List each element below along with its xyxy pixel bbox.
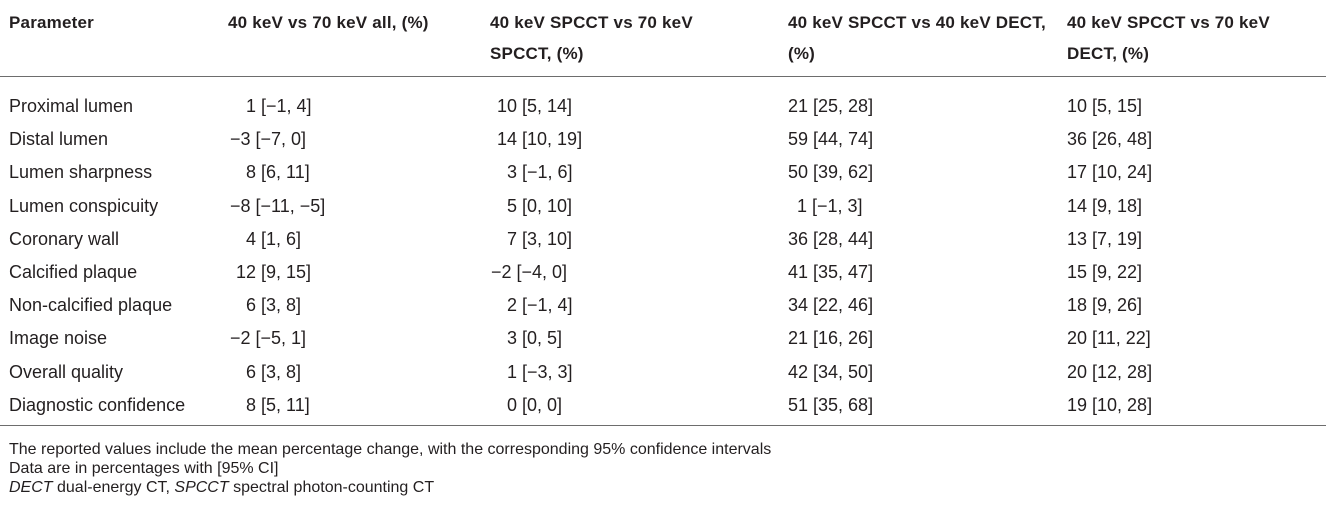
- cell-value: 7 [3, 10]: [507, 228, 573, 249]
- abbr-spcct-definition: spectral photon-counting CT: [228, 479, 435, 496]
- table-footnotes: The reported values include the mean per…: [9, 440, 771, 497]
- cell-value: 15 [9, 22]: [1067, 261, 1143, 282]
- cell-value: 21 [25, 28]: [788, 96, 874, 116]
- table-row: Proximal lumen 1 [−1, 4] 10 [5, 14] 21 […: [0, 90, 1326, 123]
- cell-value: 20 [11, 22]: [1067, 328, 1151, 349]
- cell-value: 8 [5, 11]: [246, 394, 310, 415]
- results-table: Parameter 40 keV vs 70 keV all, (%) 40 k…: [0, 0, 1326, 496]
- cell-parameter: Coronary wall: [9, 228, 120, 249]
- header-spcct-40-vs-dect-40: 40 keV SPCCT vs 40 keV DECT, (%): [788, 13, 1046, 63]
- cell-parameter: Image noise: [9, 328, 108, 349]
- cell-value: 41 [35, 47]: [788, 261, 874, 282]
- footnote-mean-change: The reported values include the mean per…: [9, 441, 772, 458]
- cell-value: 20 [12, 28]: [1067, 361, 1153, 382]
- cell-value: −3 [−7, 0]: [230, 129, 307, 150]
- cell-value: 50 [39, 62]: [788, 162, 874, 183]
- cell-parameter: Proximal lumen: [9, 96, 134, 116]
- table-body: Proximal lumen 1 [−1, 4] 10 [5, 14] 21 […: [0, 90, 1326, 422]
- cell-value: 1 [−1, 3]: [797, 195, 863, 216]
- table-row: Lumen sharpness 8 [6, 11] 3 [−1, 6] 50 […: [0, 156, 1326, 189]
- cell-value: 10 [5, 15]: [1067, 96, 1143, 116]
- cell-value: 3 [0, 5]: [507, 328, 563, 349]
- cell-value: 34 [22, 46]: [788, 295, 874, 316]
- table-row: Overall quality 6 [3, 8] 1 [−3, 3] 42 [3…: [0, 356, 1326, 389]
- cell-value: −8 [−11, −5]: [230, 195, 326, 216]
- cell-value: 14 [10, 19]: [497, 129, 583, 150]
- table-row: Distal lumen −3 [−7, 0] 14 [10, 19] 59 […: [0, 123, 1326, 156]
- cell-value: 0 [0, 0]: [507, 394, 563, 415]
- cell-value: 17 [10, 24]: [1067, 162, 1153, 183]
- abbr-dect-definition: dual-energy CT,: [52, 479, 175, 496]
- cell-value: 5 [0, 10]: [507, 195, 573, 216]
- table-row: Diagnostic confidence 8 [5, 11] 0 [0, 0]…: [0, 389, 1326, 422]
- cell-parameter: Calcified plaque: [9, 261, 138, 282]
- cell-value: −2 [−5, 1]: [230, 328, 307, 349]
- table-row: Coronary wall 4 [1, 6] 7 [3, 10] 36 [28,…: [0, 223, 1326, 256]
- header-parameter: Parameter: [9, 13, 94, 32]
- abbr-dect-term: DECT: [9, 479, 53, 496]
- cell-value: 18 [9, 26]: [1067, 295, 1143, 316]
- cell-parameter: Non-calcified plaque: [9, 295, 173, 316]
- cell-value: 21 [16, 26]: [788, 328, 874, 349]
- cell-value: 4 [1, 6]: [246, 228, 302, 249]
- header-40kev-vs-70kev-all: 40 keV vs 70 keV all, (%): [228, 13, 429, 32]
- cell-value: 10 [5, 14]: [497, 96, 573, 116]
- cell-value: −2 [−4, 0]: [491, 261, 568, 282]
- cell-parameter: Distal lumen: [9, 129, 109, 150]
- cell-value: 2 [−1, 4]: [507, 295, 573, 316]
- cell-parameter: Lumen sharpness: [9, 162, 153, 183]
- cell-value: 1 [−1, 4]: [246, 96, 312, 116]
- cell-value: 3 [−1, 6]: [507, 162, 573, 183]
- table-row: Image noise −2 [−5, 1] 3 [0, 5] 21 [16, …: [0, 322, 1326, 355]
- footnote-abbreviations: DECT dual-energy CT, SPCCT spectral phot…: [9, 478, 771, 497]
- cell-value: 36 [26, 48]: [1067, 129, 1153, 150]
- table-header-row: Parameter 40 keV vs 70 keV all, (%) 40 k…: [0, 0, 1326, 77]
- header-spcct-40-vs-dect-70: 40 keV SPCCT vs 70 keV DECT, (%): [1067, 13, 1270, 63]
- cell-parameter: Overall quality: [9, 361, 124, 382]
- table-bottom-rule: [0, 425, 1326, 426]
- cell-value: 6 [3, 8]: [246, 361, 302, 382]
- cell-value: 51 [35, 68]: [788, 394, 874, 415]
- table-row: Calcified plaque 12 [9, 15] −2 [−4, 0] 4…: [0, 256, 1326, 289]
- cell-value: 14 [9, 18]: [1067, 195, 1143, 216]
- footnote-ci: Data are in percentages with [95% CI]: [9, 460, 279, 477]
- cell-value: 1 [−3, 3]: [507, 361, 573, 382]
- table-row: Lumen conspicuity −8 [−11, −5] 5 [0, 10]…: [0, 190, 1326, 223]
- header-spcct-40-vs-spcct-70: 40 keV SPCCT vs 70 keV SPCCT, (%): [490, 13, 693, 63]
- cell-value: 19 [10, 28]: [1067, 394, 1153, 415]
- cell-value: 59 [44, 74]: [788, 129, 874, 150]
- cell-value: 36 [28, 44]: [788, 228, 874, 249]
- cell-value: 8 [6, 11]: [246, 162, 310, 183]
- abbr-spcct-term: SPCCT: [174, 479, 229, 496]
- cell-parameter: Lumen conspicuity: [9, 195, 159, 216]
- cell-value: 13 [7, 19]: [1067, 228, 1143, 249]
- cell-value: 6 [3, 8]: [246, 295, 302, 316]
- cell-value: 12 [9, 15]: [236, 261, 312, 282]
- cell-parameter: Diagnostic confidence: [9, 394, 186, 415]
- cell-value: 42 [34, 50]: [788, 361, 874, 382]
- table-row: Non-calcified plaque 6 [3, 8] 2 [−1, 4] …: [0, 289, 1326, 322]
